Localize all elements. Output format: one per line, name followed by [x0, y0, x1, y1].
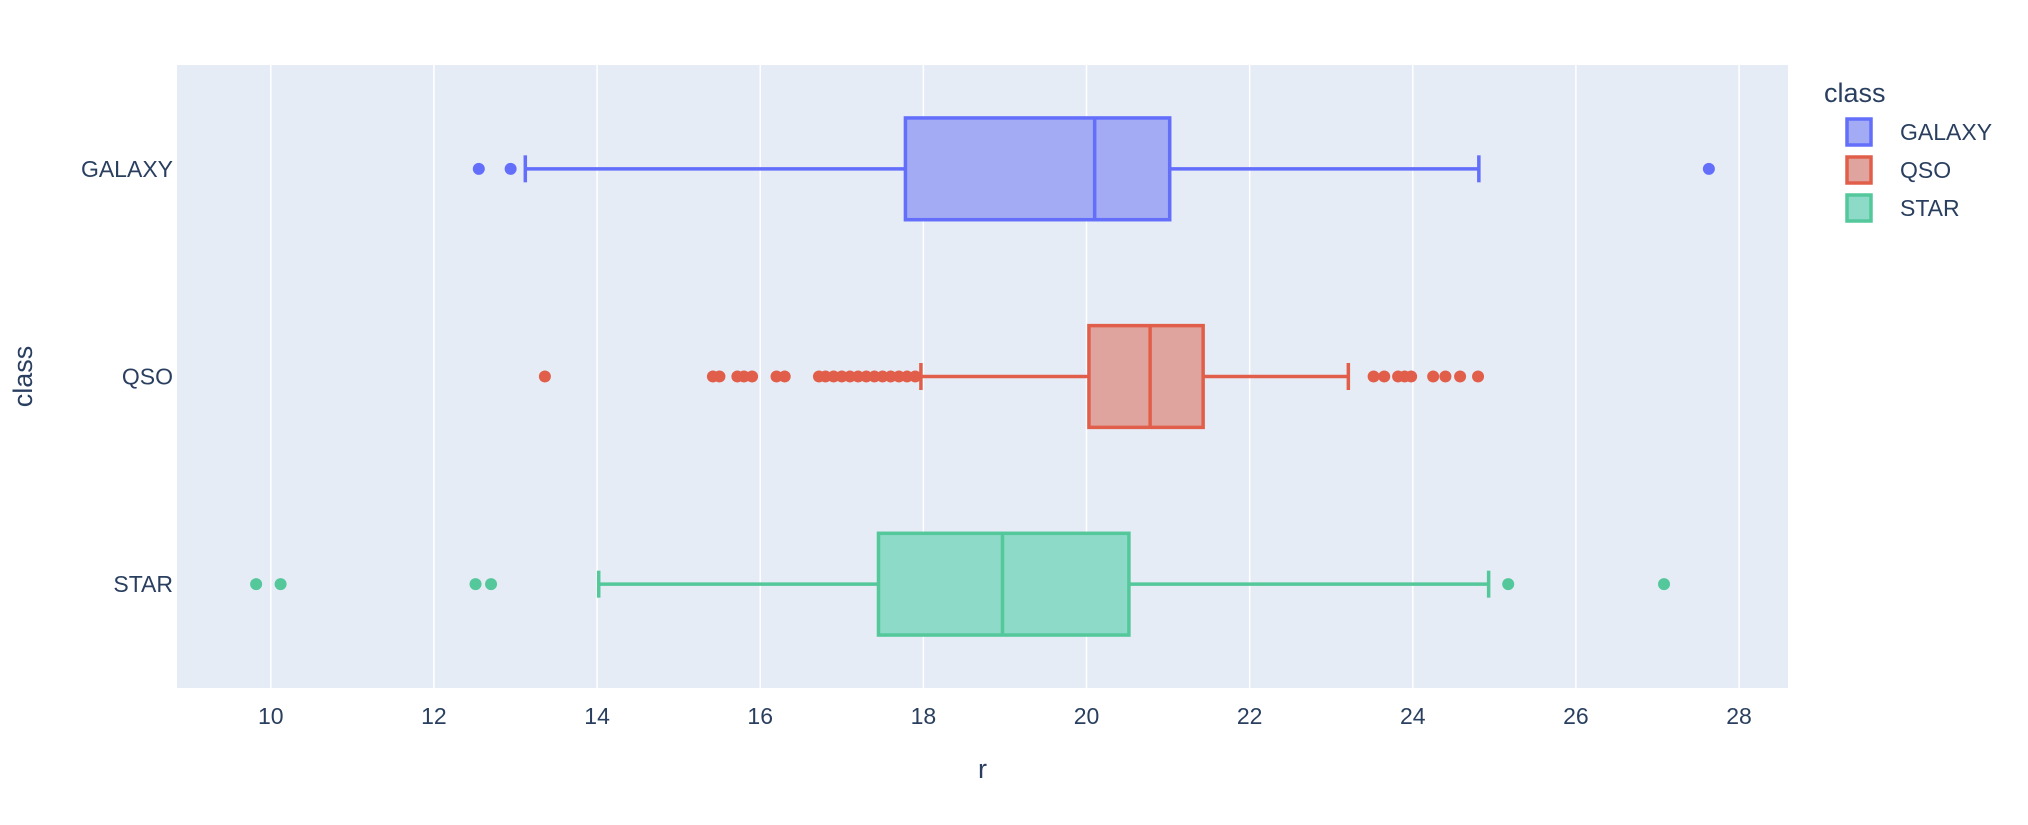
x-tick-label: 10 — [258, 703, 284, 729]
x-tick-label: 20 — [1074, 703, 1100, 729]
x-tick-label: 16 — [747, 703, 773, 729]
legend-swatch — [1845, 193, 1873, 223]
outlier-point — [1472, 370, 1485, 383]
outlier-point — [1378, 370, 1391, 383]
y-tick-labels: GALAXY QSO STAR — [81, 156, 173, 597]
legend-item-qso[interactable]: QSO — [1845, 155, 1951, 185]
y-tick-label: STAR — [113, 571, 173, 597]
x-tick-label: 14 — [584, 703, 610, 729]
outlier-point — [1658, 578, 1671, 591]
iqr-box — [903, 116, 1172, 222]
outlier-point — [504, 162, 517, 175]
outlier-point — [538, 370, 551, 383]
outlier-point — [1502, 578, 1515, 591]
outlier-point — [778, 370, 791, 383]
x-tick-label: 18 — [911, 703, 937, 729]
x-axis-title: r — [978, 754, 987, 784]
box-trace-galaxy — [472, 116, 1715, 222]
box-traces — [250, 116, 1715, 637]
outlier-point — [472, 162, 485, 175]
outlier-point — [1367, 370, 1380, 383]
legend-item-star[interactable]: STAR — [1845, 193, 1960, 223]
legend-item-galaxy[interactable]: GALAXY — [1845, 117, 1992, 147]
x-tick-label: 24 — [1400, 703, 1426, 729]
legend-title: class — [1824, 78, 1886, 108]
legend-label: STAR — [1900, 195, 1960, 221]
x-tick-label: 12 — [421, 703, 447, 729]
iqr-box — [1087, 323, 1205, 430]
outlier-point — [250, 578, 263, 591]
box-trace-star — [250, 531, 1671, 637]
legend[interactable]: class GALAXY QSO STAR — [1824, 78, 1992, 223]
outlier-point — [1454, 370, 1467, 383]
x-tick-label: 28 — [1726, 703, 1752, 729]
x-tick-label: 26 — [1563, 703, 1589, 729]
outlier-point — [1702, 162, 1715, 175]
legend-swatch — [1845, 117, 1873, 147]
outlier-point — [713, 370, 726, 383]
y-tick-label: QSO — [122, 364, 173, 390]
outlier-point — [1427, 370, 1440, 383]
outlier-point — [274, 578, 287, 591]
box-trace-qso — [538, 323, 1485, 430]
y-axis-title: class — [8, 346, 38, 408]
outlier-point — [1405, 370, 1418, 383]
x-tick-label: 22 — [1237, 703, 1263, 729]
outlier-point — [746, 370, 759, 383]
legend-label: GALAXY — [1900, 119, 1992, 145]
outlier-point — [469, 578, 482, 591]
legend-swatch — [1845, 155, 1873, 185]
outlier-point — [909, 370, 922, 383]
y-tick-label: GALAXY — [81, 156, 173, 182]
outlier-point — [1439, 370, 1452, 383]
outlier-point — [485, 578, 498, 591]
legend-label: QSO — [1900, 157, 1951, 183]
x-tick-labels: 10 12 14 16 18 20 22 24 26 28 — [258, 703, 1752, 729]
